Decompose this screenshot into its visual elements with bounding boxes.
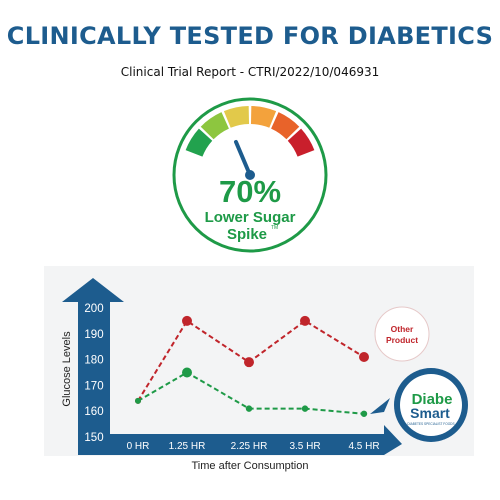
x-tick-label: 1.25 HR	[169, 441, 206, 452]
brand-tagline: DIABETES SPECIALIST FOODS	[407, 422, 454, 426]
y-tick-label: 190	[84, 329, 103, 341]
x-tick-label: 0 HR	[127, 441, 150, 452]
x-tick-label: 2.25 HR	[231, 441, 268, 452]
other-product-label-line1: Other	[391, 324, 414, 334]
badge-pointer	[370, 398, 390, 414]
y-axis-label: Glucose Levels	[61, 331, 73, 407]
brand-logo-top: Diabe	[412, 391, 453, 408]
y-tick-label: 150	[84, 432, 103, 444]
gauge-badge: 70% Lower Sugar Spike TM	[172, 97, 328, 253]
brand-logo-bottom: Smart	[410, 405, 450, 421]
gauge-segment-4	[250, 106, 277, 128]
diabesmart-badge: Diabe Smart DIABETES SPECIALIST FOODS	[370, 368, 468, 442]
x-tick-label: 3.5 HR	[289, 441, 320, 452]
gauge-label-line2: Spike	[227, 226, 267, 243]
page-subtitle: Clinical Trial Report - CTRI/2022/10/046…	[120, 65, 380, 79]
other-product-badge: Other Product	[374, 306, 430, 362]
gauge-segment-2	[200, 112, 229, 140]
series-2-point	[182, 367, 192, 378]
series-1-point	[300, 315, 310, 326]
gauge-label-line1: Lower Sugar	[205, 209, 296, 226]
series-1-point	[359, 352, 369, 363]
gauge-needle	[234, 140, 252, 177]
gauge-segment-6	[287, 128, 315, 157]
series-1-point	[182, 315, 192, 326]
series-1-point	[244, 357, 254, 368]
y-tick-label: 200	[84, 303, 103, 315]
series-2-point	[245, 405, 253, 412]
x-axis-label: Time after Consumption	[191, 460, 309, 472]
page-title: CLINICALLY TESTED FOR DIABETICS	[6, 22, 494, 50]
x-tick-label: 4.5 HR	[348, 441, 379, 452]
gauge-segment-1	[185, 128, 213, 157]
gauge-segment-3	[223, 106, 250, 128]
y-axis-arrow	[62, 278, 124, 455]
other-product-label-line2: Product	[386, 335, 418, 345]
y-tick-label: 160	[84, 406, 103, 418]
gauge-segments	[185, 106, 315, 157]
series-2-point	[301, 405, 309, 412]
series-2-point	[360, 410, 368, 417]
series-2-point	[135, 397, 141, 404]
x-axis-bar	[78, 425, 402, 455]
gauge-segment-5	[271, 112, 300, 140]
gauge-trademark: TM	[271, 225, 278, 231]
gauge-value: 70%	[219, 174, 281, 209]
y-tick-label: 180	[84, 355, 103, 367]
y-tick-label: 170	[84, 380, 103, 392]
